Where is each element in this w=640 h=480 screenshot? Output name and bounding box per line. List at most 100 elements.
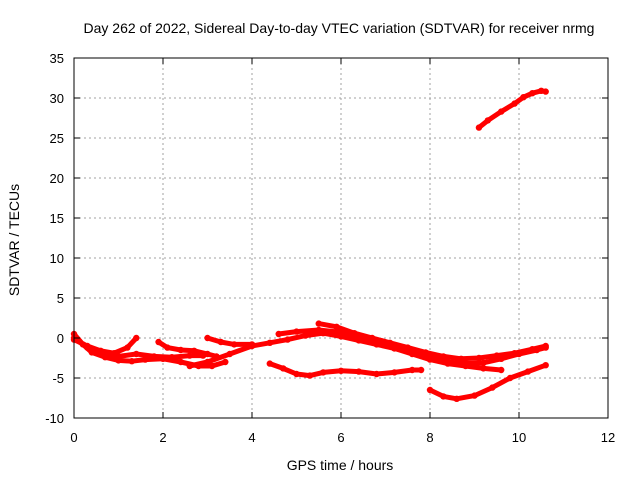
data-point <box>337 367 345 374</box>
data-point <box>404 344 411 351</box>
data-point <box>391 369 398 376</box>
x-tick-label: 10 <box>512 430 526 445</box>
y-tick-label: 35 <box>50 51 64 66</box>
data-point <box>204 334 211 342</box>
data-point <box>409 350 416 358</box>
y-tick-label: 20 <box>50 171 64 186</box>
data-point <box>511 350 518 357</box>
x-axis-label: GPS time / hours <box>287 457 394 473</box>
data-point <box>542 342 549 350</box>
data-point <box>484 117 492 124</box>
data-point <box>511 100 518 107</box>
data-point <box>177 358 184 366</box>
data-point <box>333 323 340 330</box>
x-tick-label: 2 <box>159 430 166 445</box>
data-point <box>315 326 322 334</box>
data-point <box>115 353 122 360</box>
data-point <box>306 372 314 379</box>
data-point <box>177 346 184 354</box>
y-tick-label: 25 <box>50 131 64 146</box>
data-point <box>440 353 447 360</box>
data-point <box>444 360 451 367</box>
data-point <box>529 346 536 353</box>
y-tick-label: 15 <box>50 211 64 226</box>
data-point <box>315 320 322 327</box>
data-point <box>457 355 465 362</box>
x-tick-label: 12 <box>601 430 615 445</box>
data-point <box>351 330 358 337</box>
data-point <box>489 384 496 391</box>
data-point <box>168 354 176 361</box>
data-point <box>150 353 158 360</box>
data-point <box>506 374 514 382</box>
y-tick-label: 5 <box>57 291 64 306</box>
data-point <box>475 354 483 362</box>
data-point <box>471 392 478 399</box>
data-point <box>409 366 416 374</box>
data-point <box>128 358 136 365</box>
data-point <box>462 362 469 370</box>
series-arc-6 <box>205 335 255 347</box>
data-point <box>320 369 327 376</box>
data-point <box>164 344 171 351</box>
data-point <box>417 366 425 374</box>
data-point <box>293 328 300 335</box>
data-point <box>279 365 287 372</box>
y-axis-label: SDTVAR / TECUs <box>6 184 22 296</box>
data-point <box>222 358 229 366</box>
y-tick-label: 0 <box>57 331 64 346</box>
data-point <box>97 350 104 358</box>
x-tick-label: 6 <box>337 430 344 445</box>
data-point <box>480 365 487 372</box>
data-point <box>453 395 460 402</box>
data-point <box>426 386 434 394</box>
x-tick-label: 0 <box>70 430 77 445</box>
x-tick-label: 8 <box>426 430 433 445</box>
data-point <box>373 370 380 378</box>
x-tick-label: 4 <box>248 430 255 445</box>
data-point <box>542 362 549 369</box>
data-point <box>266 360 273 367</box>
data-point <box>498 366 505 374</box>
data-point <box>142 356 149 363</box>
data-point <box>208 362 216 370</box>
data-point <box>231 341 238 348</box>
data-point <box>204 358 211 366</box>
y-tick-label: -10 <box>45 411 64 426</box>
y-tick-label: 30 <box>50 91 64 106</box>
data-point <box>524 368 532 375</box>
data-point <box>266 339 273 346</box>
grid-lines <box>74 58 608 418</box>
data-point <box>186 362 193 370</box>
data-point <box>190 347 198 354</box>
data-point <box>498 108 505 115</box>
data-point <box>124 344 131 351</box>
data-point <box>475 124 483 131</box>
data-point <box>302 332 309 339</box>
data-point <box>204 350 211 358</box>
data-point <box>226 350 233 358</box>
data-point <box>186 352 193 359</box>
data-point <box>368 334 376 342</box>
data-point <box>217 338 225 346</box>
data-point <box>275 330 282 338</box>
data-point <box>84 344 91 351</box>
data-point <box>155 338 162 346</box>
data-point <box>248 341 256 348</box>
data-point <box>133 350 140 358</box>
data-point <box>440 393 447 400</box>
series-arc-9 <box>267 361 424 379</box>
data-point <box>493 352 500 359</box>
data-point <box>293 370 300 378</box>
data-point <box>542 88 549 95</box>
series-layer <box>70 87 549 402</box>
axis-ticks: 0 2 4 6 8 10 12 -10 -5 0 5 10 15 20 25 30 35 <box>45 51 615 445</box>
y-tick-label: -5 <box>52 371 64 386</box>
data-point <box>386 339 394 346</box>
chart-title: Day 262 of 2022, Sidereal Day-to-day VTE… <box>84 20 595 36</box>
data-point <box>529 90 536 97</box>
data-point <box>480 359 487 366</box>
data-point <box>520 94 527 101</box>
